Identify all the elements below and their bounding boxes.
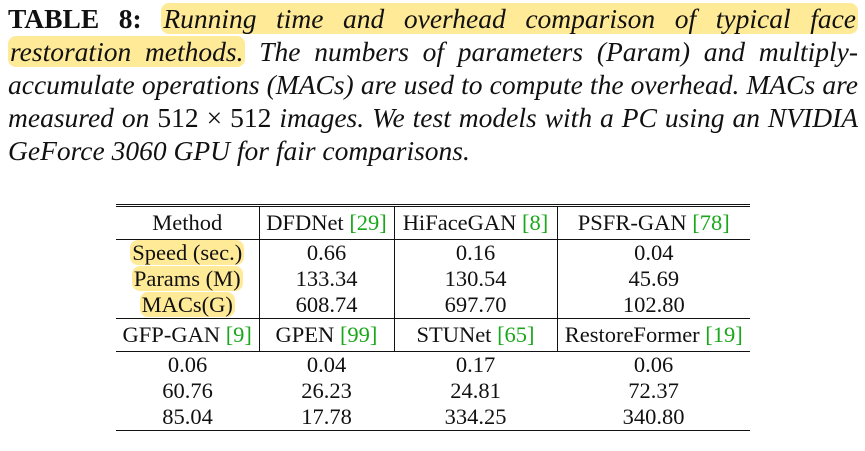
value: 26.23	[301, 378, 352, 403]
value-cell: 102.80	[556, 292, 750, 319]
value: 102.80	[622, 292, 685, 317]
value: 0.06	[633, 352, 674, 377]
method-name: DFDNet	[266, 210, 344, 235]
row-label: MACs(G)	[139, 292, 235, 317]
value-cell: 0.06	[116, 352, 259, 379]
data-row: MACs(G) 608.74 697.70 102.80	[116, 292, 750, 319]
value-cell: 0.17	[394, 352, 557, 379]
method-name: STUNet	[416, 322, 492, 347]
row-label-cell: MACs(G)	[116, 292, 259, 319]
data-row: Params (M) 133.34 130.54 45.69	[116, 266, 750, 292]
value: 0.17	[455, 352, 496, 377]
header-row: Method DFDNet [29] HiFaceGAN [8] PSFR-GAN […	[116, 205, 750, 240]
value: 340.80	[622, 404, 685, 429]
value: 60.76	[162, 378, 213, 403]
citation: [8]	[522, 210, 549, 235]
table-caption: TABLE 8: Running time and overhead compa…	[8, 2, 858, 167]
header-cell: Method	[116, 205, 259, 240]
value: 24.81	[450, 378, 501, 403]
method-name: RestoreFormer	[564, 322, 700, 347]
value-cell: 0.04	[259, 352, 394, 379]
value: 0.16	[455, 240, 496, 265]
value-cell: 0.66	[258, 239, 394, 266]
value: 697.70	[444, 292, 507, 317]
value-cell: 334.25	[394, 404, 557, 431]
value-cell: 697.70	[393, 292, 557, 319]
value-cell: 85.04	[116, 404, 259, 431]
value-cell: 24.81	[394, 378, 557, 404]
header-cell: HiFaceGAN [8]	[393, 205, 557, 240]
citation: [78]	[692, 210, 730, 235]
value: 45.69	[628, 266, 680, 291]
method-name: PSFR-GAN	[577, 210, 687, 235]
citation: [29]	[349, 210, 387, 235]
value-cell: 133.34	[258, 266, 394, 292]
value-cell: 130.54	[393, 266, 557, 292]
value: 0.04	[634, 240, 674, 265]
value-cell: 17.78	[259, 404, 394, 431]
value: 130.54	[444, 266, 507, 291]
row-label: Speed (sec.)	[130, 240, 245, 265]
row-label: Params (M)	[131, 266, 243, 291]
value: 334.25	[444, 404, 507, 429]
row-label-cell: Speed (sec.)	[116, 240, 259, 267]
value: 133.34	[295, 266, 358, 291]
header-cell: GPEN [99]	[258, 318, 394, 352]
caption-text: The numbers of parameters (Param) and mu…	[8, 36, 859, 133]
caption-text: images. We test models with a PC using a…	[8, 102, 859, 166]
data-row: 60.76 26.23 24.81 72.37	[116, 378, 750, 404]
caption-label: TABLE 8:	[8, 3, 142, 34]
citation: [99]	[339, 322, 378, 347]
value: 17.78	[301, 404, 352, 429]
value: 85.04	[162, 404, 213, 429]
value-cell: 0.04	[556, 239, 750, 266]
header-cell: DFDNet [29]	[258, 205, 394, 240]
header-cell: STUNet [65]	[393, 318, 557, 352]
comparison-table: Method DFDNet [29] HiFaceGAN [8] PSFR-GAN […	[116, 204, 750, 431]
value-cell: 340.80	[557, 404, 750, 431]
citation: [9]	[225, 322, 252, 347]
header-cell: RestoreFormer [19]	[556, 318, 750, 352]
header-cell: PSFR-GAN [78]	[556, 205, 750, 240]
value-cell: 0.06	[557, 352, 750, 379]
data-row: 85.04 17.78 334.25 340.80	[116, 404, 750, 431]
value: 0.06	[167, 352, 208, 377]
citation: [65]	[497, 322, 535, 347]
method-name: GFP-GAN	[122, 322, 221, 347]
data-row: Speed (sec.) 0.66 0.16 0.04	[116, 239, 750, 267]
method-name: Method	[152, 210, 223, 235]
value-cell: 45.69	[556, 266, 750, 292]
value-cell: 60.76	[116, 378, 259, 404]
header-row: GFP-GAN [9] GPEN [99] STUNet [65] RestoreFo…	[116, 318, 750, 352]
method-name: HiFaceGAN	[402, 210, 517, 235]
value-cell: 26.23	[259, 378, 394, 404]
value: 0.04	[306, 352, 347, 377]
method-name: GPEN	[275, 322, 335, 347]
data-row: 0.06 0.04 0.17 0.06	[116, 352, 750, 379]
value: 608.74	[295, 292, 358, 317]
value: 0.66	[306, 240, 347, 265]
value-cell: 72.37	[557, 378, 750, 404]
header-cell: GFP-GAN [9]	[116, 318, 259, 352]
value-cell: 0.16	[393, 239, 557, 266]
row-label-cell: Params (M)	[116, 266, 259, 292]
value: 72.37	[628, 378, 679, 403]
citation: [19]	[705, 322, 743, 347]
value-cell: 608.74	[258, 292, 394, 319]
caption-math: 512 × 512	[157, 102, 272, 133]
